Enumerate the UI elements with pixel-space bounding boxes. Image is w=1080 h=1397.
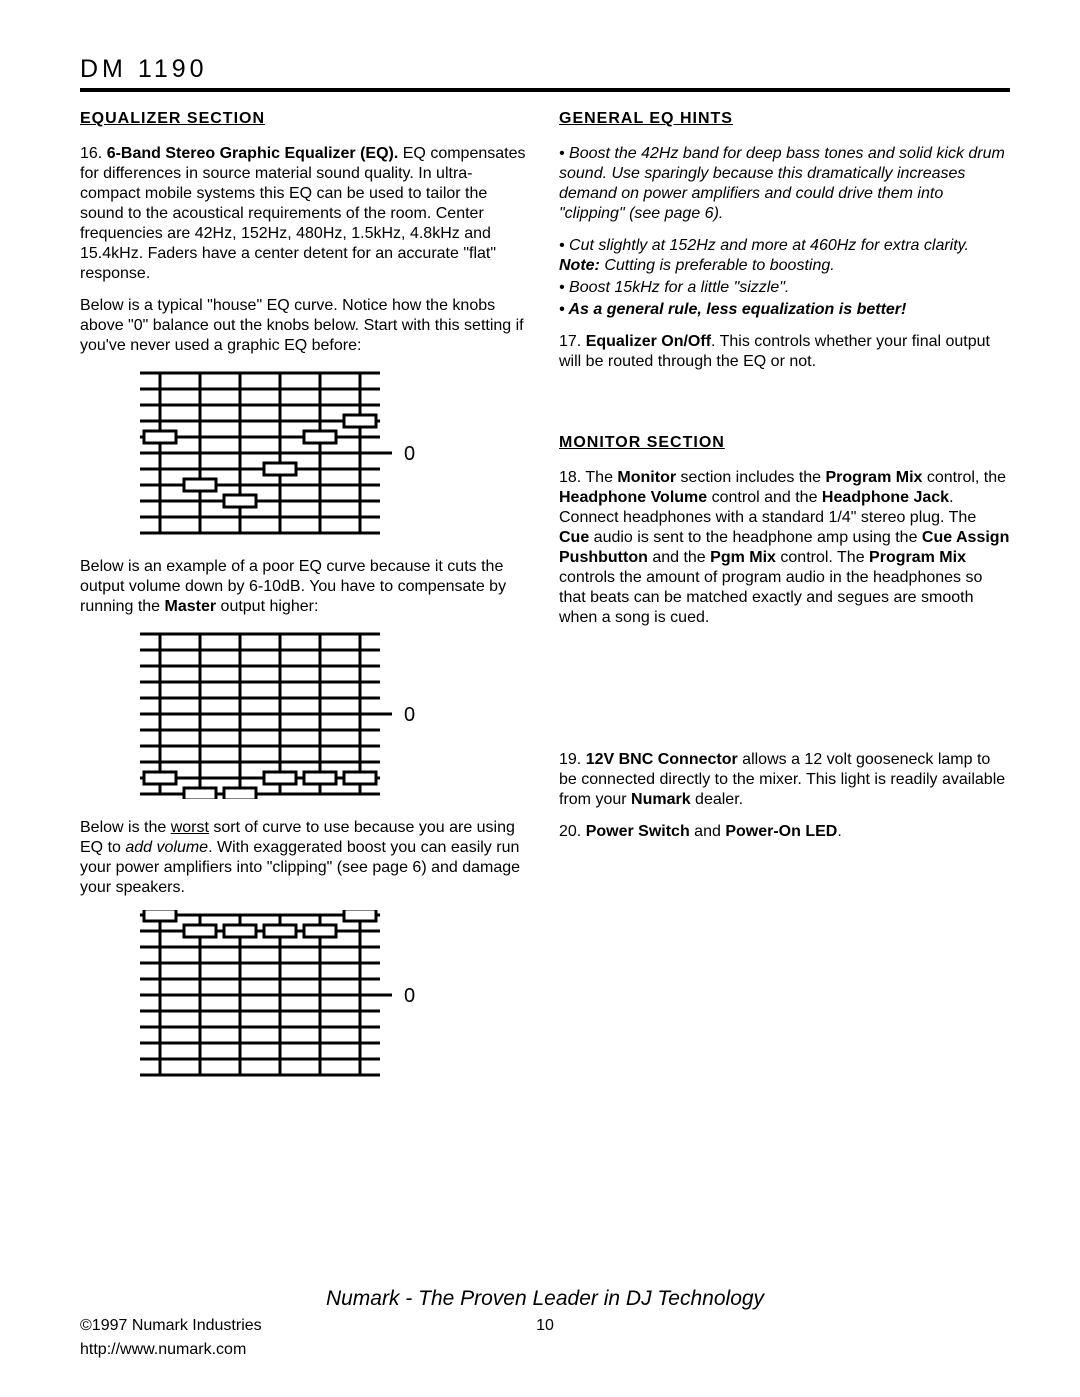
item-16-body: EQ compensates for differences in source…: [80, 145, 525, 282]
p18o: control. The: [776, 549, 869, 566]
svg-text:0: 0: [404, 704, 415, 726]
header-rule: [80, 88, 1010, 92]
hint-1: • Boost the 42Hz band for deep bass tone…: [559, 144, 1010, 224]
item-16-text: 16. 6-Band Stereo Graphic Equalizer (EQ)…: [80, 144, 531, 284]
poor-c: output higher:: [216, 598, 318, 615]
footer-url: http://www.numark.com: [80, 1341, 1010, 1359]
item-17-text: 17. Equalizer On/Off. This controls whet…: [559, 332, 1010, 372]
hint-2a: • Cut slightly at 152Hz and more at 460H…: [559, 237, 969, 254]
item-17-num: 17.: [559, 333, 586, 350]
p18f: Headphone Volume: [559, 489, 707, 506]
worst-b: worst: [171, 819, 209, 836]
p19e: dealer.: [691, 791, 743, 808]
footer-tagline: Numark - The Proven Leader in DJ Technol…: [80, 1287, 1010, 1311]
hint-3: • Boost 15kHz for a little "sizzle".: [559, 278, 1010, 298]
p18p: Program Mix: [869, 549, 966, 566]
right-column: GENERAL EQ HINTS • Boost the 42Hz band f…: [559, 110, 1010, 1099]
item-16-num: 16.: [80, 145, 107, 162]
p20e: .: [837, 823, 841, 840]
p18n: Pgm Mix: [710, 549, 776, 566]
p18k: audio is sent to the headphone amp using…: [589, 529, 922, 546]
hint-2b: Note:: [559, 257, 600, 274]
item-20-text: 20. Power Switch and Power-On LED.: [559, 822, 1010, 842]
worst-a: Below is the: [80, 819, 171, 836]
p18m: and the: [648, 549, 710, 566]
item-16-bold: 6-Band Stereo Graphic Equalizer (EQ).: [107, 145, 399, 162]
p18h: Headphone Jack: [822, 489, 949, 506]
house-curve-intro: Below is a typical "house" EQ curve. Not…: [80, 296, 531, 356]
p18d: Program Mix: [826, 469, 923, 486]
eq-svg-poor: 0: [130, 629, 430, 799]
poor-b: Master: [165, 598, 217, 615]
p19a: 19.: [559, 751, 586, 768]
eq-svg-worst: 0: [130, 910, 430, 1080]
equalizer-section-title: EQUALIZER SECTION: [80, 110, 531, 128]
item-17-bold: Equalizer On/Off: [586, 333, 711, 350]
monitor-section-title: MONITOR SECTION: [559, 434, 1010, 452]
footer-page-number: 10: [536, 1317, 554, 1335]
poor-curve-intro: Below is an example of a poor EQ curve b…: [80, 557, 531, 617]
eq-diagram-house: 0: [130, 368, 531, 543]
p18b: Monitor: [617, 469, 676, 486]
eq-diagram-worst: 0: [130, 910, 531, 1085]
hint-2c: Cutting is preferable to boosting.: [600, 257, 835, 274]
svg-text:0: 0: [404, 985, 415, 1007]
p19d: Numark: [631, 791, 691, 808]
svg-text:0: 0: [404, 443, 415, 465]
worst-d: add volume: [125, 839, 208, 856]
p20d: Power-On LED: [725, 823, 837, 840]
p18e: control, the: [922, 469, 1006, 486]
hint-4: • As a general rule, less equalization i…: [559, 300, 1010, 320]
page-footer: Numark - The Proven Leader in DJ Technol…: [80, 1287, 1010, 1359]
footer-copyright: ©1997 Numark Industries: [80, 1317, 536, 1335]
item-19-text: 19. 12V BNC Connector allows a 12 volt g…: [559, 750, 1010, 810]
p18j: Cue: [559, 529, 589, 546]
page-model-title: DM 1190: [80, 55, 1010, 84]
p18c: section includes the: [676, 469, 825, 486]
p19b: 12V BNC Connector: [586, 751, 738, 768]
p18a: 18. The: [559, 469, 617, 486]
general-eq-hints-title: GENERAL EQ HINTS: [559, 110, 1010, 128]
p20b: Power Switch: [586, 823, 690, 840]
eq-diagram-poor: 0: [130, 629, 531, 804]
p18q: controls the amount of program audio in …: [559, 569, 982, 626]
p20a: 20.: [559, 823, 586, 840]
p20c: and: [690, 823, 726, 840]
worst-curve-intro: Below is the worst sort of curve to use …: [80, 818, 531, 898]
item-18-text: 18. The Monitor section includes the Pro…: [559, 468, 1010, 628]
left-column: EQUALIZER SECTION 16. 6-Band Stereo Grap…: [80, 110, 531, 1099]
eq-svg-house: 0: [130, 368, 430, 538]
hint-2: • Cut slightly at 152Hz and more at 460H…: [559, 236, 1010, 276]
p18g: control and the: [707, 489, 822, 506]
